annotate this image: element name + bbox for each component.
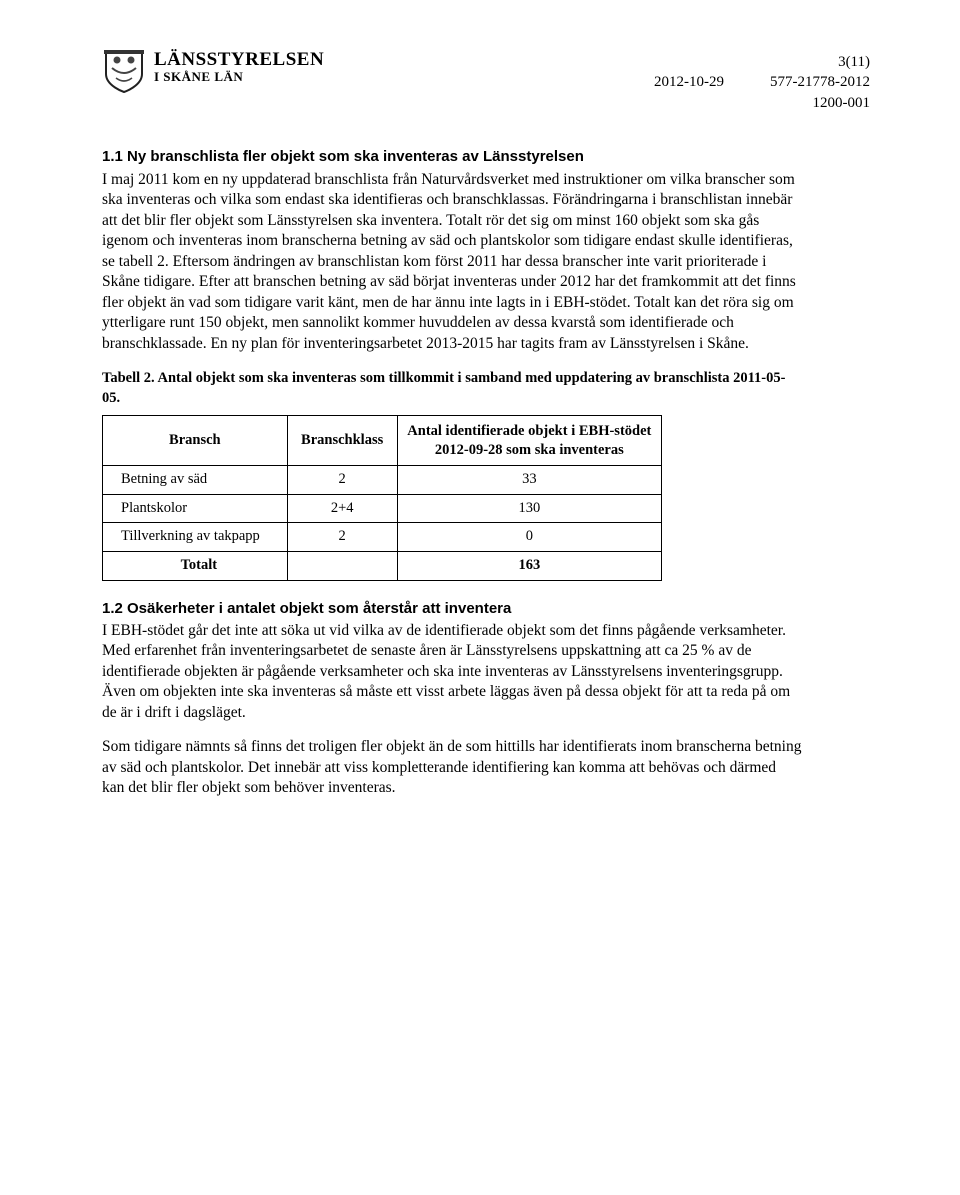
table-row: Tillverkning av takpapp 2 0 [103,523,662,552]
header-date: 2012-10-29 [654,72,724,92]
header-ref-col: 3(11) 577-21778-2012 1200-001 [770,52,870,113]
table-header-row: Bransch Branschklass Antal identifierade… [103,415,662,466]
page-container: LÄNSSTYRELSEN I SKÅNE LÄN 2012-10-29 3(1… [0,0,960,872]
th-branschklass: Branschklass [287,415,397,466]
cell-total-blank [287,552,397,581]
header-right: 2012-10-29 3(11) 577-21778-2012 1200-001 [654,48,870,113]
cell-bransch: Tillverkning av takpapp [103,523,288,552]
page-header: LÄNSSTYRELSEN I SKÅNE LÄN 2012-10-29 3(1… [102,48,870,113]
cell-total-value: 163 [397,552,661,581]
section-1-2-body2: Som tidigare nämnts så finns det trolige… [102,737,802,798]
page-number: 3(11) [838,52,870,72]
th-bransch: Bransch [103,415,288,466]
header-date-col: 2012-10-29 [654,52,724,113]
cell-klass: 2 [287,466,397,495]
cell-klass: 2+4 [287,494,397,523]
cell-antal: 33 [397,466,661,495]
header-ref2: 1200-001 [813,93,871,113]
org-name: LÄNSSTYRELSEN I SKÅNE LÄN [154,48,324,84]
org-line1: LÄNSSTYRELSEN [154,50,324,70]
header-ref1: 577-21778-2012 [770,72,870,92]
table2-caption: Tabell 2. Antal objekt som ska inventera… [102,368,802,409]
section-1-2-body1: I EBH-stödet går det inte att söka ut vi… [102,621,802,723]
crest-icon [102,48,146,96]
section-1-2-heading: 1.2 Osäkerheter i antalet objekt som åte… [102,599,870,619]
header-left: LÄNSSTYRELSEN I SKÅNE LÄN [102,48,324,96]
th-antal: Antal identifierade objekt i EBH-stödet … [397,415,661,466]
header-blank [654,52,658,72]
cell-antal: 130 [397,494,661,523]
cell-bransch: Plantskolor [103,494,288,523]
cell-klass: 2 [287,523,397,552]
org-line2: I SKÅNE LÄN [154,70,324,84]
table-row: Betning av säd 2 33 [103,466,662,495]
cell-antal: 0 [397,523,661,552]
table-total-row: Totalt 163 [103,552,662,581]
table2: Bransch Branschklass Antal identifierade… [102,415,662,581]
table-row: Plantskolor 2+4 130 [103,494,662,523]
section-1-1-body: I maj 2011 kom en ny uppdaterad branschl… [102,170,802,354]
cell-bransch: Betning av säd [103,466,288,495]
section-1-1-heading: 1.1 Ny branschlista fler objekt som ska … [102,147,870,167]
cell-total-label: Totalt [103,552,288,581]
